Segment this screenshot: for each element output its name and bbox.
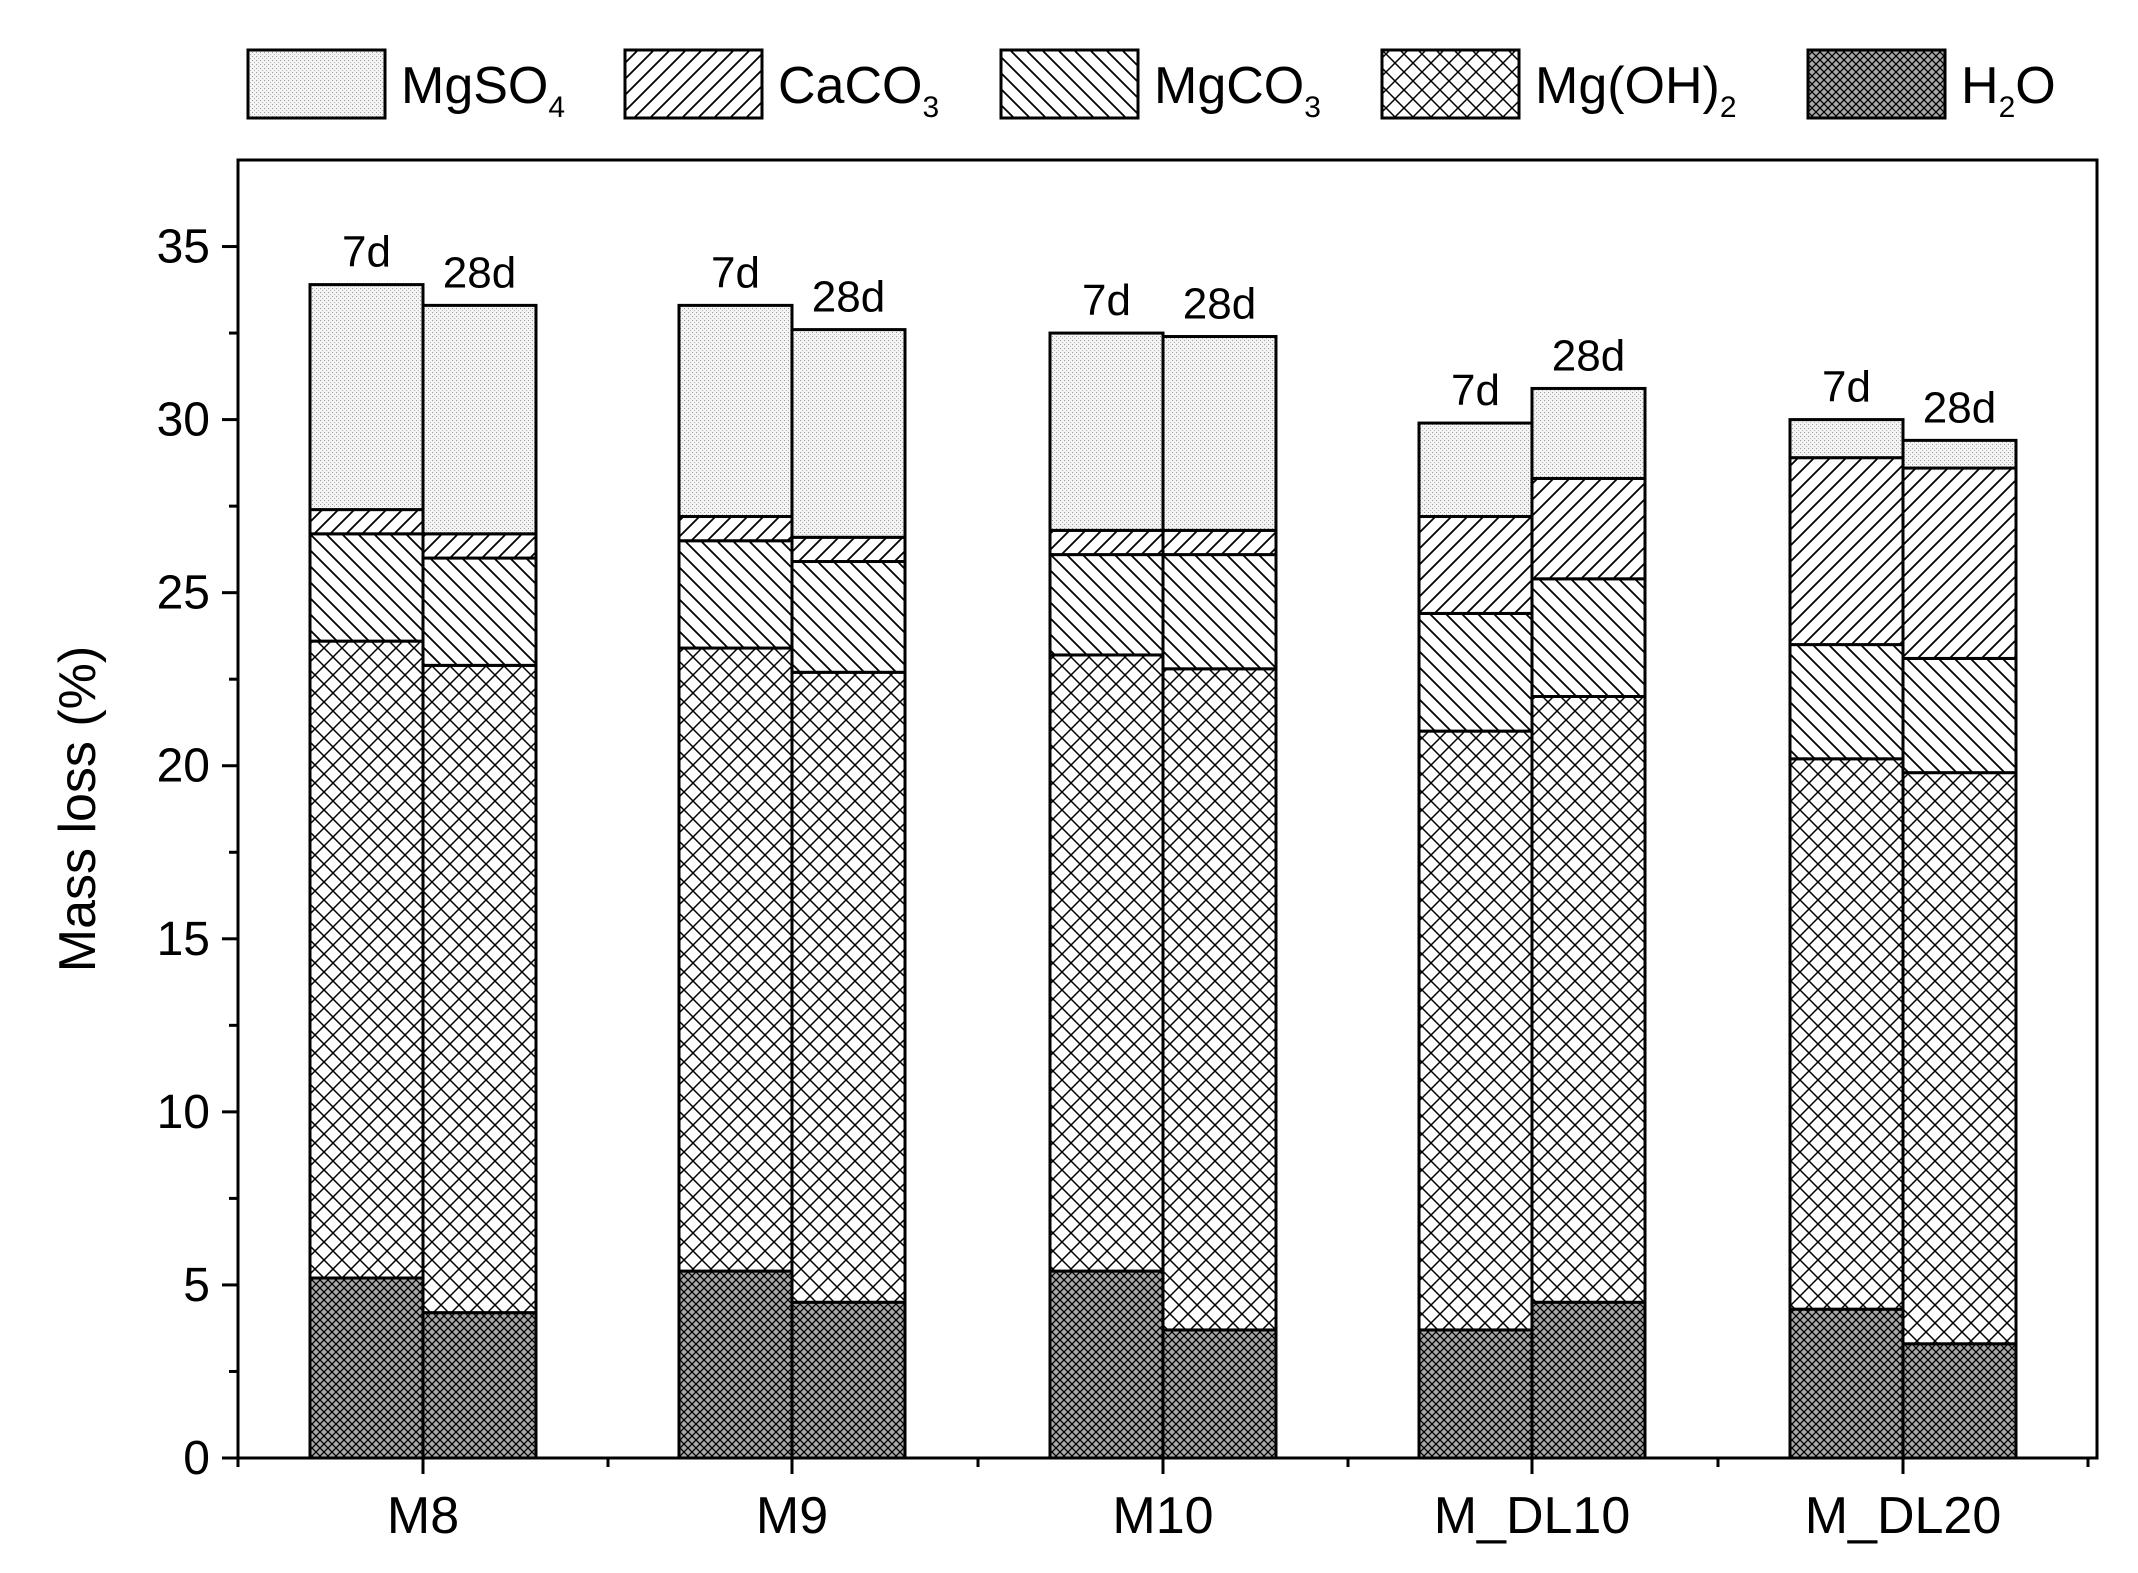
- bar-segment-m-dl20-28d-caco3: [1901, 466, 2018, 660]
- legend-item-mgoh2: Mg(OH)2: [1380, 48, 1737, 124]
- bar-segment-m-dl20-7d-mgso4: [1788, 418, 1905, 460]
- bar-label-7d: 7d: [1451, 366, 1500, 415]
- plot-frame: [236, 158, 2099, 1460]
- y-tick-label: 35: [157, 221, 210, 274]
- bar-segment-m-dl10-28d-mgco3: [1530, 577, 1647, 699]
- bar-segment-m-dl10-7d-h2o: [1417, 1328, 1534, 1460]
- legend-label: CaCO3: [778, 57, 939, 124]
- bar-segment-m-dl10-28d-caco3: [1530, 476, 1647, 581]
- bar-segment-m8-7d-caco3: [308, 508, 425, 536]
- bar-segment-m9-7d-mgoh2: [677, 646, 794, 1273]
- bar-segment-m-dl20-28d-h2o: [1901, 1342, 2018, 1460]
- bar-segment-m-dl20-28d-mgso4: [1901, 438, 2018, 470]
- legend-label: MgCO3: [1154, 57, 1321, 124]
- bar-segment-m9-28d-mgco3: [790, 560, 907, 674]
- bar-label-28d: 28d: [443, 248, 516, 297]
- bar-segment-m9-28d-h2o: [790, 1300, 907, 1460]
- legend: MgSO4 CaCO3 MgCO3 Mg(OH)2 H2O: [246, 48, 2056, 124]
- bar-label-7d: 7d: [342, 228, 391, 277]
- bar-segment-m-dl20-7d-mgoh2: [1788, 757, 1905, 1311]
- bar-segment-m10-7d-caco3: [1048, 528, 1165, 557]
- bar-segment-m8-28d-mgso4: [421, 303, 538, 536]
- legend-item-h2o: H2O: [1806, 48, 2056, 124]
- legend-label: H2O: [1961, 57, 2056, 124]
- bar-segment-m8-28d-mgco3: [421, 556, 538, 667]
- bar-segment-m10-7d-h2o: [1048, 1269, 1165, 1460]
- x-tick-label: M_DL20: [1805, 1487, 2002, 1545]
- y-tick-label: 20: [157, 740, 210, 793]
- bar-label-28d: 28d: [812, 273, 885, 322]
- bar-segment-m9-7d-mgso4: [677, 303, 794, 519]
- bar-segment-m10-28d-mgoh2: [1161, 667, 1278, 1332]
- bar-segment-m8-28d-h2o: [421, 1311, 538, 1460]
- y-tick-label: 5: [183, 1259, 210, 1312]
- x-tick-label: M8: [387, 1487, 459, 1545]
- bar-label-28d: 28d: [1552, 331, 1625, 380]
- bar-segment-m-dl20-7d-h2o: [1788, 1307, 1905, 1460]
- bar-segment-m10-28d-h2o: [1161, 1328, 1278, 1460]
- plot-area: 7d 28d 7d 28d 7d 28d 7d 28d 7d 28d 0 5 10 15 20 25 30 35 M…: [49, 158, 2099, 1545]
- bar-segment-m-dl10-7d-mgoh2: [1417, 729, 1534, 1332]
- legend-swatch: [999, 48, 1140, 120]
- bar-label-28d: 28d: [1183, 280, 1256, 329]
- bar-segment-m8-7d-h2o: [308, 1276, 425, 1460]
- legend-item-mgco3: MgCO3: [999, 48, 1321, 124]
- bar-segment-m8-28d-mgoh2: [421, 663, 538, 1315]
- bar-segment-m8-7d-mgoh2: [308, 639, 425, 1280]
- bar-segment-m-dl10-7d-mgso4: [1417, 421, 1534, 519]
- bar-segment-m9-7d-mgco3: [677, 539, 794, 650]
- bar-segment-m10-28d-mgso4: [1161, 335, 1278, 532]
- bar-segment-m-dl10-28d-mgso4: [1530, 386, 1647, 480]
- y-tick-label: 10: [157, 1086, 210, 1139]
- bar-segment-m9-28d-mgso4: [790, 328, 907, 539]
- bar-segment-m-dl20-28d-mgoh2: [1901, 771, 2018, 1346]
- bar-segment-m10-7d-mgso4: [1048, 331, 1165, 532]
- y-axis-label: Mass loss (%): [49, 646, 107, 972]
- bar-label-28d: 28d: [1923, 383, 1996, 432]
- bar-segment-m-dl20-7d-mgco3: [1788, 643, 1905, 761]
- legend-item-mgso4: MgSO4: [246, 48, 565, 124]
- y-tick-label: 0: [183, 1432, 210, 1485]
- bar-segment-m-dl10-7d-mgco3: [1417, 611, 1534, 733]
- y-tick-label: 25: [157, 567, 210, 620]
- x-tick-label: M9: [756, 1487, 828, 1545]
- legend-label: Mg(OH)2: [1535, 57, 1737, 124]
- legend-label: MgSO4: [401, 57, 565, 124]
- bar-segment-m-dl10-28d-h2o: [1530, 1300, 1647, 1460]
- bar-segment-m8-28d-caco3: [421, 532, 538, 560]
- legend-item-caco3: CaCO3: [623, 48, 939, 124]
- bar-segment-m-dl20-7d-caco3: [1788, 456, 1905, 647]
- y-tick-label: 15: [157, 913, 210, 966]
- y-tick-label: 30: [157, 394, 210, 447]
- bar-label-7d: 7d: [1082, 276, 1131, 325]
- bar-segment-m10-28d-mgco3: [1161, 553, 1278, 671]
- bar-segment-m-dl20-28d-mgco3: [1901, 656, 2018, 775]
- x-tick-label: M10: [1112, 1487, 1213, 1545]
- legend-swatch: [1380, 48, 1521, 120]
- bar-segment-m8-7d-mgso4: [308, 283, 425, 512]
- bar-segment-m9-7d-caco3: [677, 515, 794, 543]
- x-tick-label: M_DL10: [1434, 1487, 1631, 1545]
- bar-label-7d: 7d: [1822, 363, 1871, 412]
- legend-swatch: [246, 48, 387, 120]
- bar-segment-m9-28d-caco3: [790, 535, 907, 564]
- bar-segment-m-dl10-7d-caco3: [1417, 515, 1534, 615]
- bar-segment-m10-7d-mgco3: [1048, 553, 1165, 657]
- legend-swatch: [1806, 48, 1947, 120]
- bar-segment-m9-7d-h2o: [677, 1269, 794, 1460]
- bar-segment-m8-7d-mgco3: [308, 532, 425, 643]
- bar-segment-m-dl10-28d-mgoh2: [1530, 695, 1647, 1304]
- bar-label-7d: 7d: [711, 248, 760, 297]
- bar-segment-m10-7d-mgoh2: [1048, 653, 1165, 1273]
- bar-segment-m10-28d-caco3: [1161, 528, 1278, 557]
- bar-segment-m9-28d-mgoh2: [790, 670, 907, 1304]
- legend-swatch: [623, 48, 764, 120]
